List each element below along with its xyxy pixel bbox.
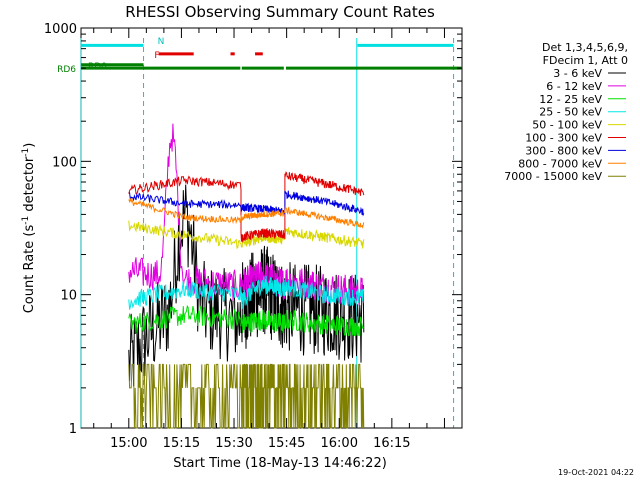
legend-label-5: 100 - 300 keV: [525, 132, 602, 145]
series-line-8: [128, 363, 365, 429]
x-tick-label: 15:00: [110, 436, 147, 451]
legend-label-0: 3 - 6 keV: [553, 67, 602, 80]
flag-bars: RD0 RD6 FN: [57, 37, 462, 75]
y-axis-label: Count Rate (s-1 detector-1): [21, 143, 37, 314]
x-tick-label: 16:15: [373, 436, 410, 451]
legend-label-3: 25 - 50 keV: [539, 106, 602, 119]
y-tick-label: 10: [60, 289, 77, 304]
series-group: [128, 123, 365, 429]
legend-label-1: 6 - 12 keV: [546, 80, 602, 93]
y-tick-label: 1: [69, 422, 77, 437]
x-axis-ticks: 15:00 15:15 15:30 15:45 16:00 16:15: [93, 28, 445, 451]
series-line-4: [128, 220, 365, 250]
x-tick-label: 15:45: [268, 436, 305, 451]
legend-label-7: 800 - 7000 keV: [518, 157, 602, 170]
legend-label-2: 12 - 25 keV: [539, 93, 602, 106]
y-label-part-end: ): [22, 143, 37, 148]
legend-label-8: 7000 - 15000 keV: [504, 170, 602, 183]
y-tick-label: 1000: [44, 22, 77, 37]
y-tick-label: 100: [52, 155, 77, 170]
vertical-markers: [80, 38, 455, 428]
legend: Det 1,3,4,5,6,9, FDecim 1, Att 0 3 - 6 k…: [504, 41, 628, 183]
chart-title: RHESSI Observing Summary Count Rates: [125, 3, 435, 21]
y-label-part-main: Count Rate (s: [22, 225, 37, 314]
series-line-7: [128, 197, 365, 230]
series-line-5: [128, 171, 365, 243]
legend-label-4: 50 - 100 keV: [532, 119, 602, 132]
y-label-part-mid: detector: [22, 156, 37, 216]
series-line-3: [128, 275, 365, 310]
x-tick-label: 16:00: [321, 436, 358, 451]
flag-label-rd6: RD6: [57, 65, 76, 75]
x-tick-label: 15:15: [163, 436, 200, 451]
flag-label-rd0: RD0: [88, 62, 107, 72]
flag-label-f: F: [154, 51, 159, 61]
series-line-6: [128, 190, 365, 217]
y-label-sup-2: -1: [21, 148, 31, 157]
series-line-2: [128, 305, 364, 337]
y-axis-ticks: 1 10 100 1000: [44, 22, 462, 437]
legend-header-line-2: FDecim 1, Att 0: [543, 54, 628, 67]
x-tick-label: 15:30: [215, 436, 252, 451]
y-label-sup-1: -1: [21, 216, 31, 225]
legend-label-6: 300 - 800 keV: [525, 144, 602, 157]
x-axis-label: Start Time (18-May-13 14:46:22): [173, 456, 387, 471]
legend-header-line-1: Det 1,3,4,5,6,9,: [542, 41, 628, 54]
timestamp: 19-Oct-2021 04:22: [558, 468, 634, 477]
flag-label-n: N: [158, 37, 165, 47]
